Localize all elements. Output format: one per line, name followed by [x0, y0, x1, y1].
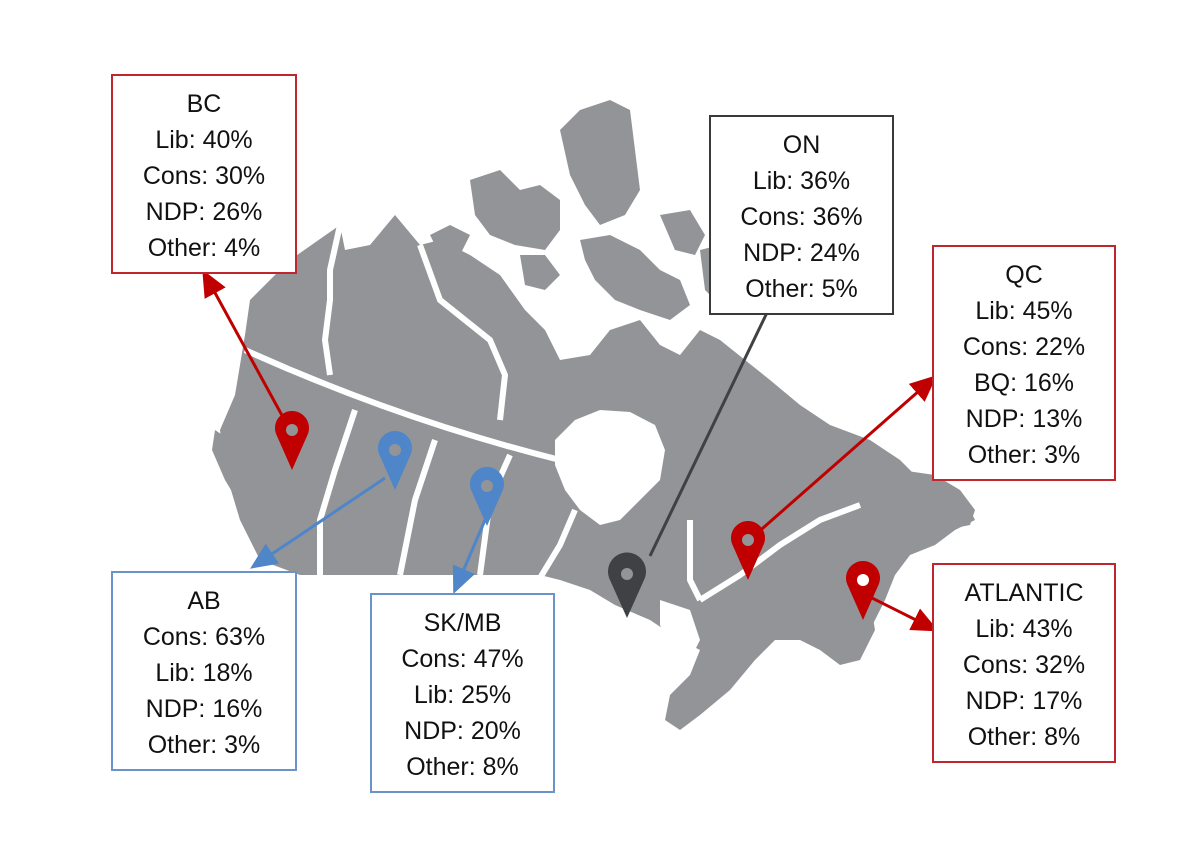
result-line: Other: 3%: [967, 441, 1081, 469]
result-line: Other: 8%: [967, 723, 1081, 751]
result-line: Other: 3%: [147, 731, 261, 759]
map-pin-icon[interactable]: [608, 552, 646, 618]
region-name: BC: [186, 90, 222, 118]
result-line: Cons: 30%: [142, 162, 266, 190]
callout-bc: BC Lib: 40% Cons: 30% NDP: 26% Other: 4%: [111, 74, 297, 274]
result-line: Cons: 36%: [740, 203, 863, 231]
map-pin-icon[interactable]: [846, 561, 880, 620]
result-line: Lib: 40%: [155, 126, 253, 154]
region-name: AB: [187, 587, 221, 615]
result-line: NDP: 13%: [965, 405, 1083, 433]
result-line: Other: 4%: [147, 234, 261, 262]
map-pin-icon[interactable]: [378, 431, 412, 490]
result-line: Lib: 18%: [155, 659, 253, 687]
callout-atlantic: ATLANTIC Lib: 43% Cons: 32% NDP: 17% Oth…: [932, 563, 1116, 763]
region-name: ON: [782, 131, 821, 159]
result-line: Lib: 36%: [752, 167, 851, 195]
result-line: Lib: 45%: [975, 297, 1073, 325]
result-line: NDP: 17%: [965, 687, 1083, 715]
map-pin-icon[interactable]: [731, 521, 765, 580]
map-pin-icon[interactable]: [470, 467, 504, 526]
great-lakes: [660, 600, 700, 660]
callout-on: ON Lib: 36% Cons: 36% NDP: 24% Other: 5%: [709, 115, 894, 315]
region-name: SK/MB: [423, 609, 502, 637]
leader-lines: [202, 269, 939, 632]
st-lawrence: [698, 502, 862, 603]
result-line: BQ: 16%: [973, 369, 1075, 397]
region-name: ATLANTIC: [964, 579, 1084, 607]
result-line: Other: 8%: [406, 753, 519, 781]
result-line: Cons: 63%: [142, 623, 266, 651]
callout-skmb: SK/MB Cons: 47% Lib: 25% NDP: 20% Other:…: [370, 593, 555, 793]
result-line: Cons: 32%: [962, 651, 1086, 679]
result-line: Lib: 43%: [975, 615, 1073, 643]
callout-qc: QC Lib: 45% Cons: 22% BQ: 16% NDP: 13% O…: [932, 245, 1116, 481]
result-line: Cons: 22%: [962, 333, 1086, 361]
result-line: NDP: 24%: [743, 239, 860, 267]
result-line: Lib: 25%: [413, 681, 512, 709]
map-pin-icon[interactable]: [275, 411, 309, 470]
result-line: Cons: 47%: [401, 645, 524, 673]
callout-ab: AB Cons: 63% Lib: 18% NDP: 16% Other: 3%: [111, 571, 297, 771]
region-name: QC: [1005, 261, 1043, 289]
provincial-borders: [243, 224, 703, 602]
hudson-bay: [555, 410, 665, 525]
result-line: NDP: 20%: [404, 717, 521, 745]
result-line: Other: 5%: [745, 275, 858, 303]
result-line: NDP: 26%: [145, 198, 263, 226]
result-line: NDP: 16%: [145, 695, 263, 723]
